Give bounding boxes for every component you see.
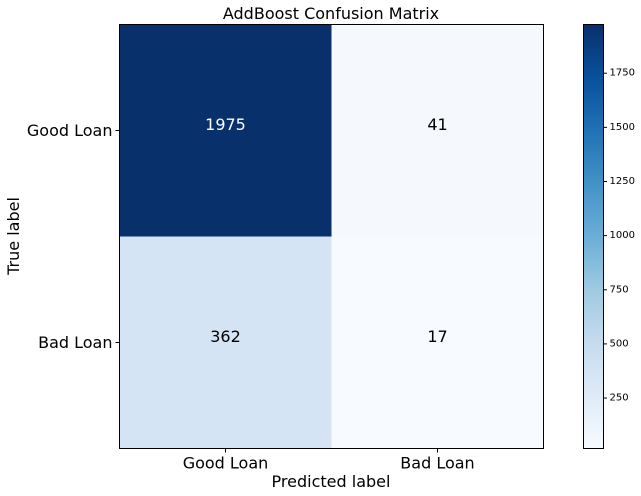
y-axis-ticks: Good Loan Bad Loan [27,121,120,352]
x-tick-label: Bad Loan [400,454,474,473]
colorbar-tick-label: 1500 [610,122,635,133]
colorbar-tick-label: 250 [610,393,629,404]
matrix-cell [331,24,544,237]
cell-value-label: 41 [427,115,447,134]
colorbar-tick-label: 500 [610,338,629,349]
chart-title: AddBoost Confusion Matrix [223,4,439,23]
y-tick-label: Bad Loan [38,333,112,352]
cell-value-label: 17 [427,327,447,346]
colorbar-tick-label: 750 [610,284,629,295]
colorbar-tick-label: 1250 [610,176,635,187]
colorbar-ticks: 250 500 750 1000 1250 1500 1750 [603,68,635,404]
x-tick-label: Good Loan [183,454,269,473]
colorbar-tick-label: 1750 [610,68,635,79]
x-axis-label: Predicted label [272,472,391,491]
matrix-cells [119,24,544,449]
plot-frame [119,24,544,449]
colorbar-tick-label: 1000 [610,230,635,241]
matrix-cell [119,24,332,237]
y-tick-label: Good Loan [27,121,113,140]
x-axis-ticks: Good Loan Bad Loan [183,448,475,473]
y-axis-label: True label [4,197,23,276]
cell-value-label: 362 [210,327,241,346]
cell-value-label: 1975 [205,115,246,134]
colorbar [583,24,604,449]
matrix-cell-labels: 1975 41 362 17 [205,115,448,346]
matrix-cell [119,236,332,449]
matrix-cell [331,236,544,449]
